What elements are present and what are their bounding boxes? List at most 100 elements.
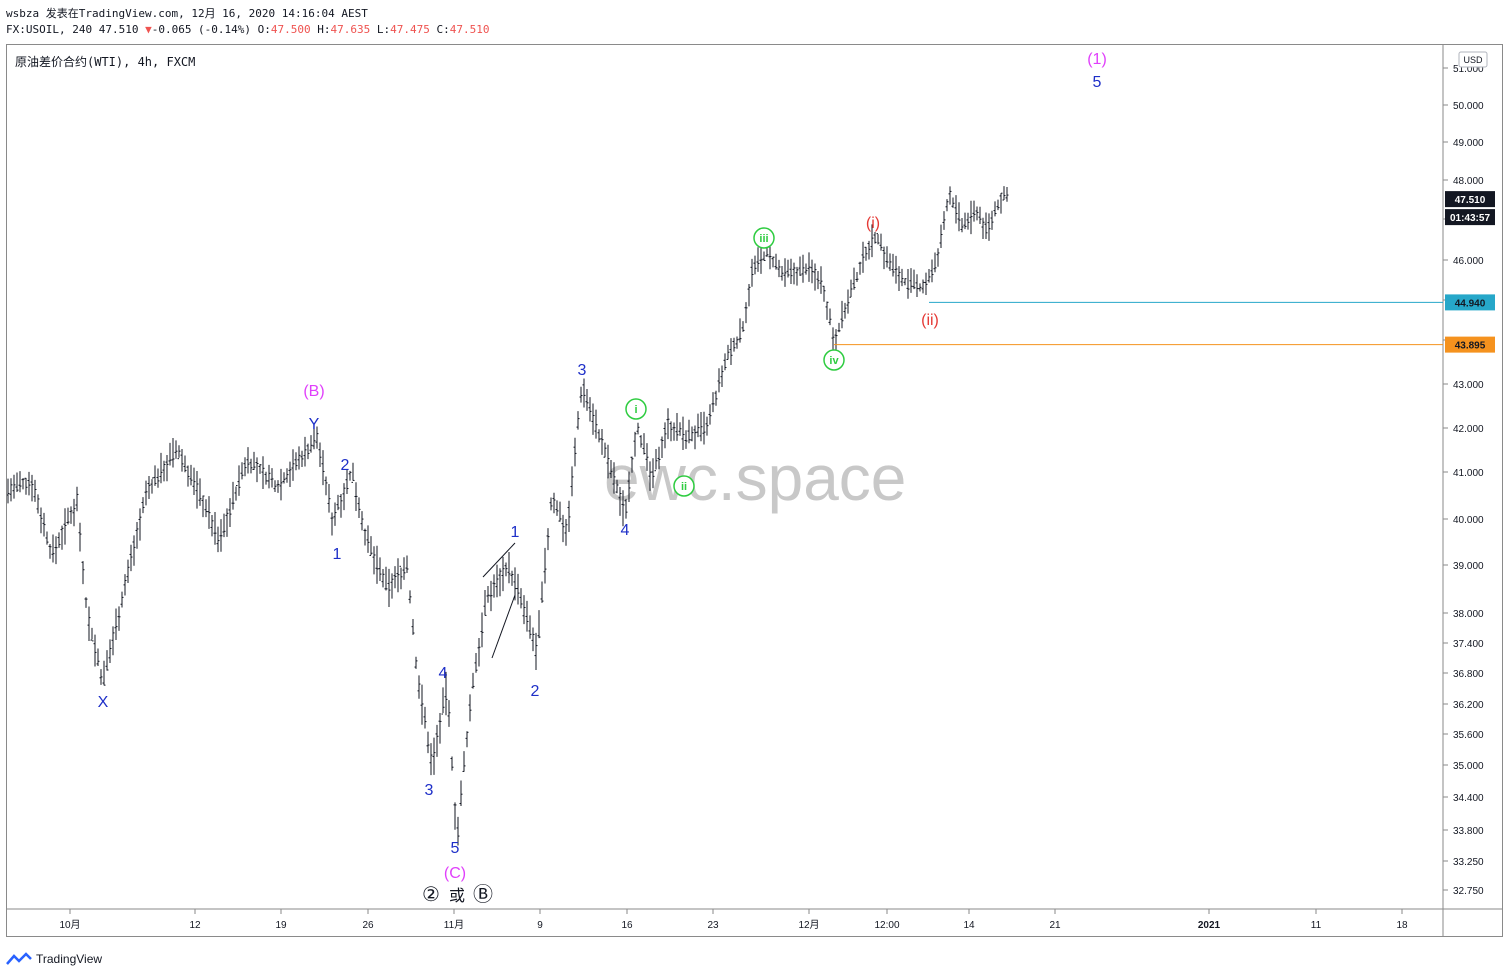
price-bar bbox=[483, 589, 487, 616]
price-bar bbox=[267, 464, 271, 489]
price-bar bbox=[495, 564, 499, 598]
low-value: 47.475 bbox=[390, 23, 430, 36]
price-bar bbox=[387, 568, 391, 607]
price-bar bbox=[819, 266, 823, 294]
currency-tag[interactable]: USD bbox=[1458, 51, 1488, 68]
price-chart[interactable]: ewc.space 原油差价合约(WTI), 4h, FXCM (1) 5 (B) Y… bbox=[6, 45, 1502, 936]
price-bar bbox=[231, 481, 235, 510]
price-bar bbox=[807, 252, 811, 282]
price-bar bbox=[702, 411, 706, 445]
price-axis-label: 32.750 bbox=[1453, 886, 1484, 897]
price-bar bbox=[711, 392, 715, 413]
price-bar bbox=[624, 498, 628, 519]
price-bar bbox=[963, 212, 967, 230]
price-bar bbox=[135, 522, 139, 549]
wave-label[interactable]: 4 bbox=[621, 522, 630, 539]
wave-label[interactable]: 5 bbox=[1093, 74, 1102, 91]
footer-brand[interactable]: TradingView bbox=[6, 952, 102, 966]
price-bar bbox=[828, 308, 832, 326]
price-bar bbox=[318, 442, 322, 467]
wedge-upper-line[interactable] bbox=[482, 542, 516, 578]
price-bar bbox=[9, 478, 13, 502]
price-bar bbox=[678, 422, 682, 436]
chart-frame[interactable]: ewc.space 原油差价合约(WTI), 4h, FXCM (1) 5 (B) Y… bbox=[6, 44, 1503, 937]
wave-label[interactable]: (1) bbox=[1087, 51, 1107, 68]
wave-label[interactable]: 4 bbox=[439, 665, 448, 682]
time-axis-label: 11 bbox=[1311, 920, 1322, 931]
wave-label[interactable]: ii bbox=[673, 475, 695, 497]
price-bar bbox=[348, 470, 352, 481]
price-bar bbox=[57, 532, 61, 548]
close-label: C: bbox=[436, 23, 450, 36]
price-bar bbox=[372, 546, 376, 575]
high-label: H: bbox=[317, 23, 331, 36]
price-bar bbox=[228, 498, 232, 528]
time-axis-label: 23 bbox=[707, 920, 719, 931]
price-bar bbox=[1005, 186, 1009, 202]
wave-label[interactable]: (B) bbox=[303, 383, 324, 400]
price-bar bbox=[636, 422, 640, 435]
price-bar bbox=[654, 448, 658, 472]
wave-label[interactable]: ② bbox=[422, 884, 440, 906]
wave-label[interactable]: 1 bbox=[333, 546, 342, 563]
price-bar bbox=[462, 751, 466, 772]
wave-label-text: 或 bbox=[449, 887, 465, 905]
price-bar bbox=[423, 706, 427, 729]
price-bar bbox=[69, 506, 73, 524]
wave-label[interactable]: (i) bbox=[866, 215, 880, 232]
wedge-drawing[interactable] bbox=[482, 542, 516, 659]
price-bar bbox=[186, 465, 190, 487]
wave-label[interactable]: 5 bbox=[451, 840, 460, 857]
price-bar bbox=[81, 561, 85, 585]
chart-legend: 原油差价合约(WTI), 4h, FXCM bbox=[15, 54, 195, 69]
wave-label[interactable]: iv bbox=[823, 349, 845, 371]
price-bar bbox=[147, 475, 151, 500]
price-bar bbox=[108, 639, 112, 663]
price-bar bbox=[783, 258, 787, 287]
time-axis-label: 21 bbox=[1049, 920, 1061, 931]
price-bar bbox=[600, 428, 604, 455]
price-tag bbox=[1445, 191, 1495, 208]
wave-label[interactable]: (C) bbox=[444, 865, 466, 882]
wave-label[interactable]: i bbox=[625, 398, 647, 420]
price-bar bbox=[726, 344, 730, 360]
wave-label-text: Ⓑ bbox=[473, 883, 493, 906]
price-bar bbox=[558, 501, 562, 522]
price-bar bbox=[549, 497, 553, 511]
price-bar bbox=[627, 471, 631, 502]
price-bar bbox=[225, 508, 229, 537]
price-bar bbox=[885, 246, 889, 268]
price-bar bbox=[873, 231, 877, 244]
price-bar bbox=[390, 573, 394, 599]
price-bar bbox=[729, 338, 733, 365]
wave-label[interactable]: Ⓑ bbox=[473, 883, 493, 906]
level-lines[interactable] bbox=[834, 301, 1443, 346]
wave-label[interactable]: 3 bbox=[578, 362, 587, 379]
wave-label[interactable]: 3 bbox=[425, 782, 434, 799]
price-bar bbox=[366, 525, 370, 553]
time-axis[interactable]: 10月 12 19 26 11月 9 16 23 12月 12:00 14 21 2021 11 18 bbox=[59, 909, 1408, 931]
price-bar bbox=[30, 474, 34, 502]
price-bar bbox=[747, 283, 751, 307]
wedge-lower-line[interactable] bbox=[491, 594, 516, 659]
price-bar bbox=[789, 258, 793, 284]
wave-label[interactable]: 2 bbox=[341, 457, 350, 474]
price-bar bbox=[909, 268, 913, 293]
price-tag-label: 43.895 bbox=[1455, 341, 1486, 352]
price-bar bbox=[240, 462, 244, 480]
price-bar bbox=[453, 802, 457, 830]
wave-label[interactable]: 2 bbox=[531, 683, 540, 700]
wave-label[interactable]: (ii) bbox=[921, 312, 939, 329]
wave-label[interactable]: Y bbox=[309, 416, 320, 433]
wave-label[interactable]: 或 bbox=[449, 887, 465, 905]
wave-label[interactable]: 1 bbox=[511, 524, 520, 541]
price-axis-label: 40.000 bbox=[1453, 515, 1484, 526]
price-axis[interactable]: 51.00050.00049.00048.00047.00046.00045.0… bbox=[1443, 64, 1484, 897]
price-bar bbox=[363, 528, 367, 546]
price-bar bbox=[567, 500, 571, 533]
wave-label[interactable]: iii bbox=[753, 227, 775, 249]
wave-label[interactable]: X bbox=[98, 694, 109, 711]
price-bar bbox=[474, 653, 478, 673]
price-bar bbox=[675, 412, 679, 441]
